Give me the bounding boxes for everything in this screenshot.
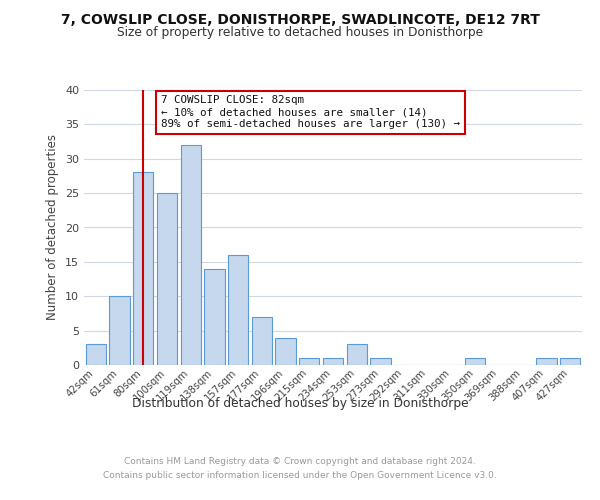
Text: Distribution of detached houses by size in Donisthorpe: Distribution of detached houses by size … [131,398,469,410]
Bar [560,358,580,365]
Bar [86,344,106,365]
Bar [299,358,319,365]
Bar [275,338,296,365]
Bar [465,358,485,365]
Bar [252,317,272,365]
Bar [133,172,154,365]
Bar [205,268,224,365]
Bar [157,193,177,365]
Bar [181,145,201,365]
Text: Contains public sector information licensed under the Open Government Licence v3: Contains public sector information licen… [103,471,497,480]
Bar [370,358,391,365]
Bar [536,358,557,365]
Bar [347,344,367,365]
Y-axis label: Number of detached properties: Number of detached properties [46,134,59,320]
Bar [228,255,248,365]
Bar [323,358,343,365]
Text: Size of property relative to detached houses in Donisthorpe: Size of property relative to detached ho… [117,26,483,39]
Bar [109,296,130,365]
Text: 7 COWSLIP CLOSE: 82sqm
← 10% of detached houses are smaller (14)
89% of semi-det: 7 COWSLIP CLOSE: 82sqm ← 10% of detached… [161,96,460,128]
Text: Contains HM Land Registry data © Crown copyright and database right 2024.: Contains HM Land Registry data © Crown c… [124,458,476,466]
Text: 7, COWSLIP CLOSE, DONISTHORPE, SWADLINCOTE, DE12 7RT: 7, COWSLIP CLOSE, DONISTHORPE, SWADLINCO… [61,12,539,26]
